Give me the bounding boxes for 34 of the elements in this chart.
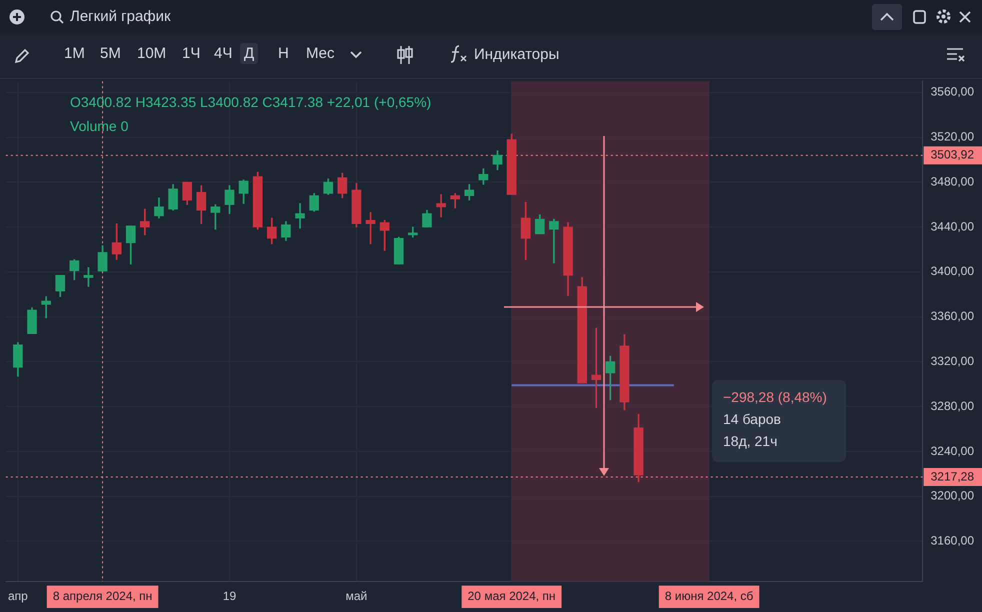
text: 5M xyxy=(100,45,121,62)
annotation: O3400.82 H3423.35 L3400.82 C3417.38 +22,01 (+0,65%) xyxy=(70,94,432,110)
y-tick-label: 3440,00 xyxy=(930,219,974,234)
y-tick-label: 3280,00 xyxy=(930,398,974,413)
x-tick-label: апр xyxy=(8,589,28,604)
text: 4Ч xyxy=(214,45,232,62)
y-tick-label: 3320,00 xyxy=(930,354,974,368)
text: 10M xyxy=(137,45,166,62)
text: 1Ч xyxy=(182,45,200,62)
x-tick-label: 8 июня 2024, сб xyxy=(664,589,754,604)
x-tick-label: 20 мая 2024, пн xyxy=(468,589,556,604)
annotation: 14 баров xyxy=(723,410,782,429)
y-tick-label: 3360,00 xyxy=(930,309,974,324)
y-tick-label: 3560,00 xyxy=(930,84,974,99)
ref-line-label: 3503,92 xyxy=(930,148,974,162)
text: Мес xyxy=(306,45,335,62)
y-tick-label: 3160,00 xyxy=(930,534,974,548)
y-tick-label: 3520,00 xyxy=(930,130,974,144)
y-tick-label: 3200,00 xyxy=(930,488,974,503)
annotation: 18д, 21ч xyxy=(723,432,778,451)
text: 1M xyxy=(64,45,85,62)
x-tick-label: 8 апреля 2024, пн xyxy=(52,589,152,604)
x-tick-label: май xyxy=(346,589,368,604)
ref-line-label: 3217,28 xyxy=(930,469,974,484)
annotation: −298,28 (8,48%) xyxy=(723,388,828,407)
y-tick-label: 3240,00 xyxy=(930,444,974,458)
y-tick-label: 3400,00 xyxy=(930,264,974,278)
text: Д xyxy=(240,43,258,64)
chart-title: Легкий график xyxy=(70,8,171,25)
x-tick-label: 19 xyxy=(222,589,236,604)
text: Индикаторы xyxy=(474,46,560,63)
y-tick-label: 3480,00 xyxy=(930,174,974,188)
text: Н xyxy=(278,45,289,62)
annotation: Volume 0 xyxy=(70,118,128,134)
